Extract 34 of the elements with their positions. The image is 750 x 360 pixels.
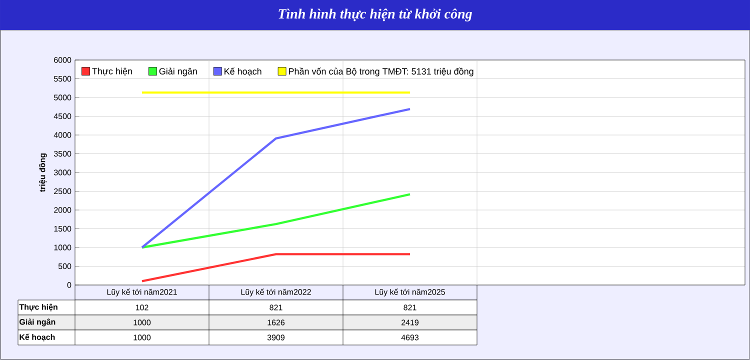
y-tick-label: 3000 — [54, 170, 72, 176]
data-label: 1000 — [134, 334, 151, 340]
y-tick-label: 2000 — [54, 207, 72, 213]
data-label: 1626 — [268, 320, 285, 326]
legend-label: Giải ngân — [159, 68, 197, 76]
x-tick-label: Lũy kế tới năm2025 — [375, 288, 445, 296]
data-label: 4693 — [401, 334, 419, 340]
text: Giải ngân — [20, 318, 56, 326]
y-tick-label: 2500 — [54, 188, 72, 194]
y-axis-title: triệu đồng — [38, 153, 47, 192]
y-tick-label: 4500 — [54, 113, 72, 120]
legend-label: Phần vốn của Bộ trong TMĐT: 5131 triệu đồng — [288, 68, 474, 76]
x-tick-label: Lũy kế tới năm2021 — [107, 288, 177, 296]
data-label: 2419 — [402, 320, 419, 326]
data-label: 821 — [404, 304, 416, 310]
text: Kế hoạch — [20, 334, 55, 342]
y-tick-label: 6000 — [54, 57, 72, 63]
y-tick-label: 4000 — [54, 132, 72, 138]
legend-label: Thực hiện — [92, 68, 132, 76]
x-tick-label: Lũy kế tới năm2022 — [241, 288, 311, 296]
data-label: 821 — [270, 304, 282, 310]
y-tick-label: 1500 — [54, 226, 72, 232]
y-tick-label: 500 — [58, 263, 72, 270]
data-label: 1000 — [134, 320, 151, 326]
legend-label: Kế hoạch — [224, 68, 262, 76]
text: Thực hiện — [19, 304, 58, 312]
y-tick-label: 0 — [67, 282, 72, 288]
y-tick-label: 3500 — [54, 150, 72, 157]
chart-title: Tình hình thực hiện từ khởi công — [278, 8, 472, 22]
y-tick-label: 1000 — [54, 244, 72, 250]
y-tick-label: 5500 — [54, 76, 72, 82]
data-label: 3909 — [267, 334, 285, 340]
data-label: 102 — [136, 304, 148, 310]
y-tick-label: 5000 — [54, 94, 72, 100]
